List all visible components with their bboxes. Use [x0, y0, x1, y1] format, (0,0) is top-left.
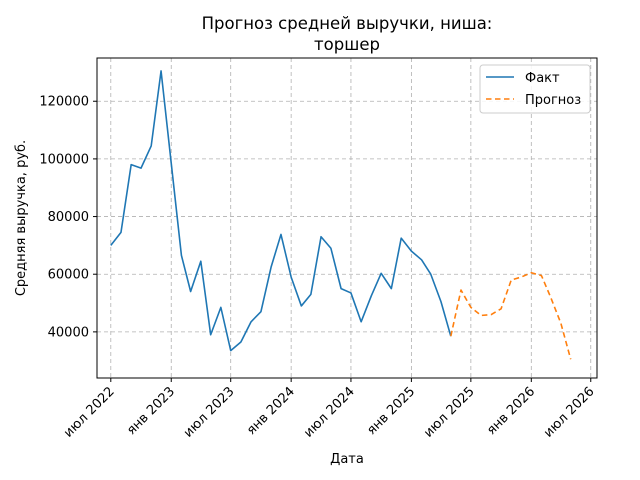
x-tick-label: июл 2024	[301, 384, 358, 441]
chart-title-line-1: Прогноз средней выручки, ниша:	[202, 14, 493, 33]
y-tick-label: 120000	[39, 95, 89, 110]
x-tick-label: янв 2026	[484, 384, 538, 438]
x-tick-label: июл 2025	[421, 384, 478, 441]
y-tick-label: 40000	[48, 325, 89, 340]
x-tick-label: янв 2023	[124, 384, 178, 438]
x-tick-label: июл 2023	[181, 384, 238, 441]
x-tick-label: июл 2022	[61, 384, 118, 441]
chart-title-line-2: торшер	[314, 35, 380, 54]
x-tick-label: янв 2024	[244, 384, 298, 438]
series-lines	[110, 70, 572, 360]
y-axis-label: Средняя выручка, руб.	[14, 140, 29, 296]
y-tick-label: 100000	[39, 152, 89, 167]
series-line-0	[110, 70, 452, 352]
y-tick-label: 60000	[48, 268, 89, 283]
legend-label-1: Прогноз	[525, 93, 581, 108]
legend: Факт Прогноз	[479, 64, 591, 114]
series-line-1	[450, 271, 572, 360]
legend-label-0: Факт	[525, 71, 560, 86]
x-axis-label: Дата	[330, 452, 364, 467]
x-ticks: июл 2022 янв 2023 июл 2023 янв 2024 июл 2024…	[61, 378, 598, 441]
plot-frame	[96, 57, 598, 379]
y-ticks: 40000 60000 80000 100000 120000	[39, 95, 97, 340]
x-tick-label: янв 2025	[364, 384, 418, 438]
x-tick-label: июл 2026	[541, 384, 598, 441]
y-tick-label: 80000	[48, 210, 89, 225]
